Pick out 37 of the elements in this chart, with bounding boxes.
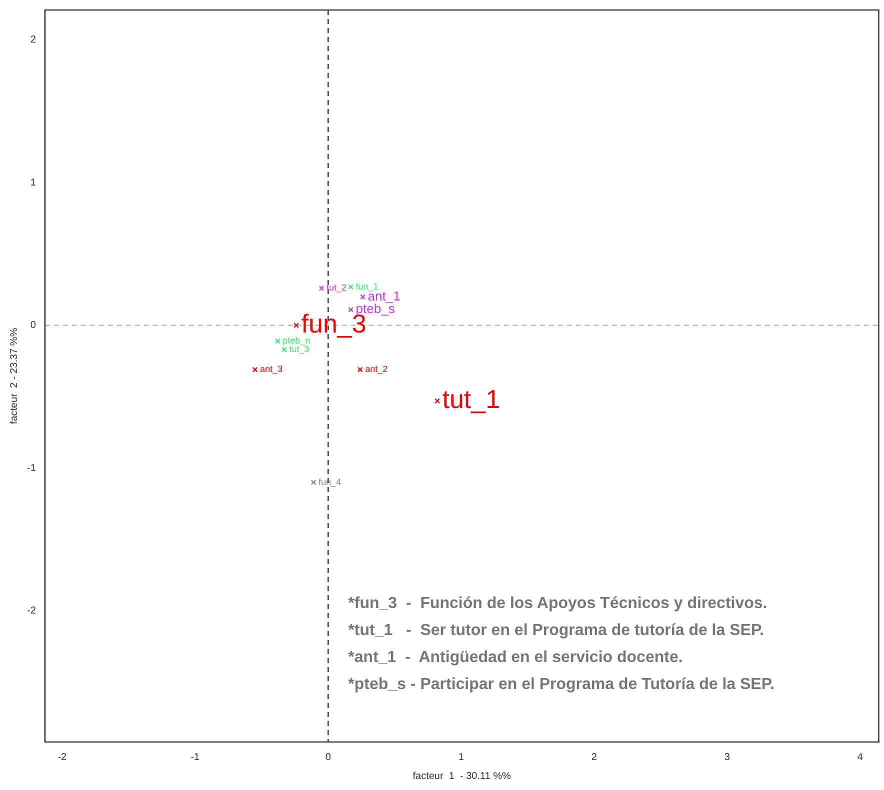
y-tick-label: -2 xyxy=(26,605,36,616)
series-label: ant_2 xyxy=(365,364,388,374)
x-tick-label: 4 xyxy=(857,752,864,763)
x-tick-label: 2 xyxy=(591,752,598,763)
y-tick-label: 1 xyxy=(30,177,36,188)
series-label: tut_1 xyxy=(442,384,500,414)
series-label: pteb_n xyxy=(282,336,310,346)
point xyxy=(348,306,354,312)
point xyxy=(274,338,280,344)
series-label: pteb_s xyxy=(356,301,396,316)
series-label: tut_2 xyxy=(326,282,347,293)
annotation: *tut_1 - Ser tutor en el Programa de tutoría de la SEP. xyxy=(348,622,764,639)
x-tick-label: 0 xyxy=(325,752,332,763)
x-axis-title: facteur 1 - 30.11 %% xyxy=(412,770,512,782)
annotation: *fun_3 - Función de los Apoyos Técnicos y directivos. xyxy=(348,594,768,612)
x-tick-label: 1 xyxy=(458,752,464,763)
series-label: tut_3 xyxy=(289,344,310,354)
point xyxy=(252,366,258,372)
point xyxy=(348,284,354,290)
x-tick-label: -1 xyxy=(190,752,200,763)
point xyxy=(282,346,288,352)
y-axis-title: facteur 2 - 23.37 %% xyxy=(8,328,20,424)
point xyxy=(310,480,316,486)
annotation: *ant_1 - Antigüedad en el servicio docente. xyxy=(348,648,683,666)
point xyxy=(357,366,363,372)
point xyxy=(318,286,324,291)
point xyxy=(294,322,299,328)
point xyxy=(360,294,366,300)
x-tick-label: 3 xyxy=(724,752,730,763)
y-tick-label: -1 xyxy=(26,462,36,474)
point xyxy=(434,398,440,404)
annotation: *pteb_s - Participar en el Programa de Tutoría de la SEP. xyxy=(348,676,774,693)
x-tick-label: -2 xyxy=(58,752,68,763)
y-tick-label: 2 xyxy=(30,34,36,46)
series-label: fun_4 xyxy=(318,476,342,487)
y-tick-label: 0 xyxy=(30,320,36,332)
series-label: ant_3 xyxy=(260,364,283,374)
